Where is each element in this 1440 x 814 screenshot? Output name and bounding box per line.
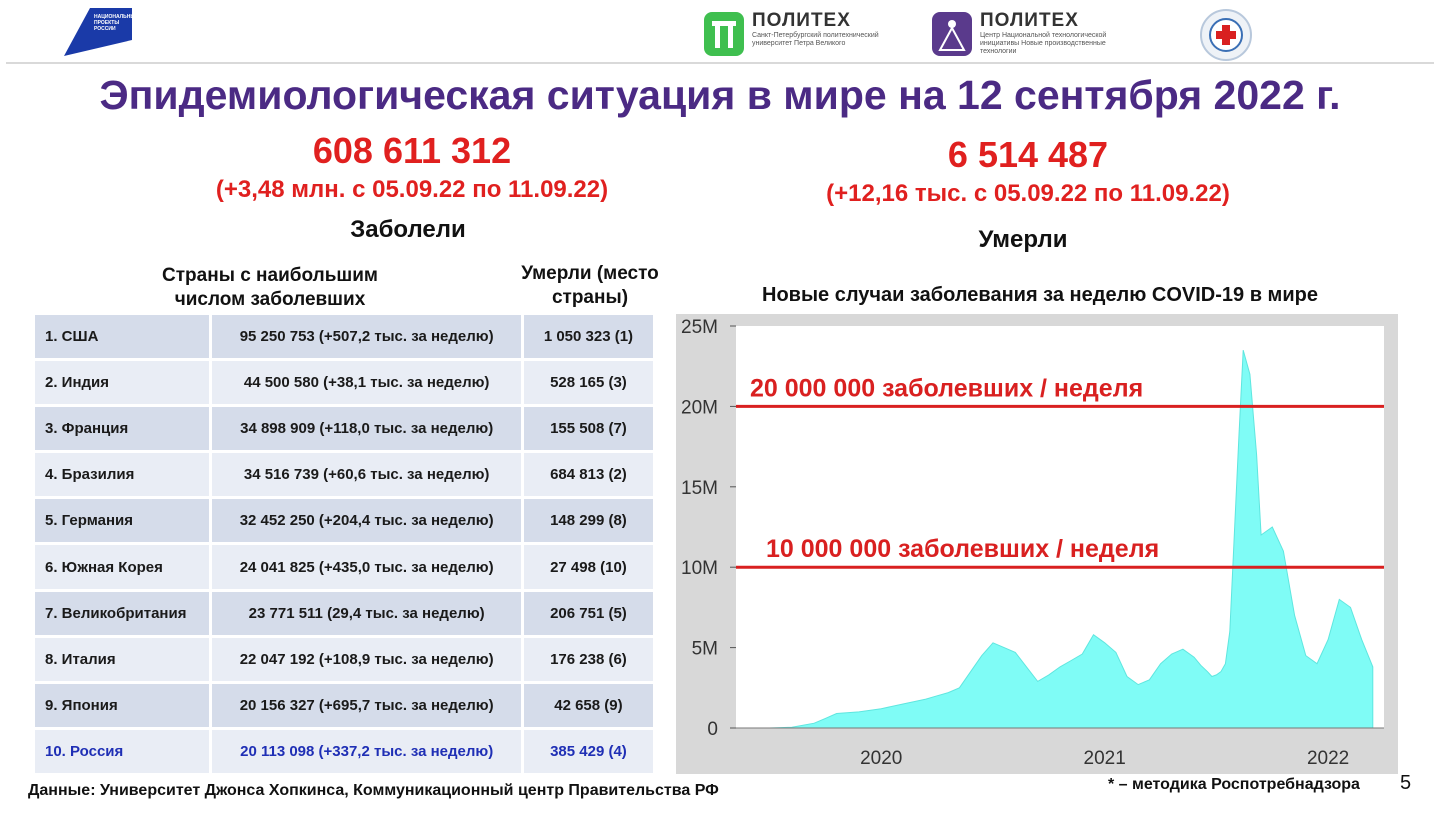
header-divider: [6, 62, 1434, 64]
page-title: Эпидемиологическая ситуация в мире на 12…: [99, 72, 1341, 118]
cases-cell: 44 500 580 (+38,1 тыс. за неделю): [212, 361, 521, 405]
country-cell: 3. Франция: [35, 407, 210, 451]
deaths-column-header: Умерли (место страны): [521, 263, 659, 308]
x-tick-label: 2022: [1307, 748, 1349, 769]
deaths-cell: 684 813 (2): [523, 453, 653, 497]
deaths-cell: 155 508 (7): [523, 407, 653, 451]
table-row: 6. Южная Корея 24 041 825 (+435,0 тыс. з…: [35, 545, 653, 589]
table-row-highlight: 10. Россия 20 113 098 (+337,2 тыс. за не…: [35, 729, 653, 773]
table-row: 8. Италия 22 047 192 (+108,9 тыс. за нед…: [35, 637, 653, 681]
table-row: 2. Индия 44 500 580 (+38,1 тыс. за недел…: [35, 361, 653, 405]
deaths-label: Умерли: [978, 226, 1068, 253]
deaths-cell: 206 751 (5): [523, 591, 653, 635]
x-tick-label: 2021: [1084, 748, 1126, 769]
polytech-spb-subtitle: Санкт-Петербургский политехнический унив…: [752, 32, 879, 47]
table-row: 4. Бразилия 34 516 739 (+60,6 тыс. за не…: [35, 453, 653, 497]
cases-cell: 34 516 739 (+60,6 тыс. за неделю): [212, 453, 521, 497]
deaths-cell: 385 429 (4): [523, 729, 653, 773]
table-row: 7. Великобритания 23 771 511 (29,4 тыс. …: [35, 591, 653, 635]
cases-cell: 23 771 511 (29,4 тыс. за неделю): [212, 591, 521, 635]
y-tick-label: 10M: [681, 558, 718, 579]
country-cell: 8. Италия: [35, 637, 210, 681]
page-number: 5: [1400, 772, 1412, 794]
reference-line-label: 20 000 000 заболевших / неделя: [750, 374, 1143, 402]
y-tick-label: 25M: [681, 317, 718, 338]
polytech-nti-logo: ПОЛИТЕХ Центр Национальной технологическ…: [932, 10, 1152, 60]
area-series: [769, 349, 1374, 729]
national-projects-logo: НАЦИОНАЛЬНЫЕ ПРОЕКТЫ РОССИИ: [60, 8, 139, 58]
x-tick-label: 2020: [860, 748, 902, 769]
rospotrebnadzor-emblem-icon: [1200, 9, 1252, 61]
y-tick-label: 20M: [681, 397, 718, 418]
cases-label: Заболели: [350, 216, 466, 243]
deaths-cell: 148 299 (8): [523, 499, 653, 543]
polytech-spb-name: ПОЛИТЕХ: [752, 10, 851, 31]
cases-cell: 32 452 250 (+204,4 тыс. за неделю): [212, 499, 521, 543]
polytech-nti-name: ПОЛИТЕХ: [980, 10, 1079, 31]
y-tick-label: 15M: [681, 478, 718, 499]
cases-cell: 24 041 825 (+435,0 тыс. за неделю): [212, 545, 521, 589]
deaths-cell: 42 658 (9): [523, 683, 653, 727]
deaths-cell: 528 165 (3): [523, 361, 653, 405]
cases-cell: 95 250 753 (+507,2 тыс. за неделю): [212, 315, 521, 359]
table-row: 3. Франция 34 898 909 (+118,0 тыс. за не…: [35, 407, 653, 451]
deaths-cell: 176 238 (6): [523, 637, 653, 681]
polytech-nti-mark-icon: [932, 12, 972, 56]
table-row: 1. США 95 250 753 (+507,2 тыс. за неделю…: [35, 315, 653, 359]
country-cell: 1. США: [35, 315, 210, 359]
country-cell: 9. Япония: [35, 683, 210, 727]
deaths-cell: 1 050 323 (1): [523, 315, 653, 359]
reference-line-label: 10 000 000 заболевших / неделя: [766, 535, 1159, 563]
cases-delta: (+3,48 млн. с 05.09.22 по 11.09.22): [215, 176, 609, 203]
cases-total: 608 611 312: [312, 130, 512, 171]
deaths-delta: (+12,16 тыс. с 05.09.22 по 11.09.22): [826, 180, 1230, 207]
cases-cell: 22 047 192 (+108,9 тыс. за неделю): [212, 637, 521, 681]
countries-column-header: Страны с наибольшим числом заболевших: [162, 265, 378, 310]
deaths-total: 6 514 487: [947, 134, 1109, 175]
cases-cell: 34 898 909 (+118,0 тыс. за неделю): [212, 407, 521, 451]
country-cell: 10. Россия: [35, 729, 210, 773]
country-cell: 6. Южная Корея: [35, 545, 210, 589]
country-cell: 4. Бразилия: [35, 453, 210, 497]
national-projects-text: НАЦИОНАЛЬНЫЕ ПРОЕКТЫ РОССИИ: [94, 14, 139, 32]
countries-table: 1. США 95 250 753 (+507,2 тыс. за неделю…: [32, 312, 656, 776]
polytech-spb-logo: ПОЛИТЕХ Санкт-Петербургский политехничес…: [704, 10, 904, 60]
cases-cell: 20 156 327 (+695,7 тыс. за неделю): [212, 683, 521, 727]
chart-title: Новые случаи заболевания за неделю COVID…: [762, 284, 1318, 306]
y-tick-label: 0: [707, 719, 718, 740]
cases-cell: 20 113 098 (+337,2 тыс. за неделю): [212, 729, 521, 773]
polytech-nti-subtitle: Центр Национальной технологической иници…: [980, 32, 1107, 55]
country-cell: 2. Индия: [35, 361, 210, 405]
country-cell: 5. Германия: [35, 499, 210, 543]
table-row: 5. Германия 32 452 250 (+204,4 тыс. за н…: [35, 499, 653, 543]
table-row: 9. Япония 20 156 327 (+695,7 тыс. за нед…: [35, 683, 653, 727]
deaths-cell: 27 498 (10): [523, 545, 653, 589]
weekly-cases-chart: 0 5M 10M 15M 20M 25M 2020 2021 2022 20 000 000 за…: [676, 314, 1398, 774]
source-footnote: Данные: Университет Джонса Хопкинса, Ком…: [28, 782, 719, 799]
y-tick-label: 5M: [692, 639, 718, 660]
polytech-spb-mark-icon: [704, 12, 744, 56]
country-cell: 7. Великобритания: [35, 591, 210, 635]
method-footnote: * – методика Роспотребнадзора: [1108, 776, 1360, 793]
